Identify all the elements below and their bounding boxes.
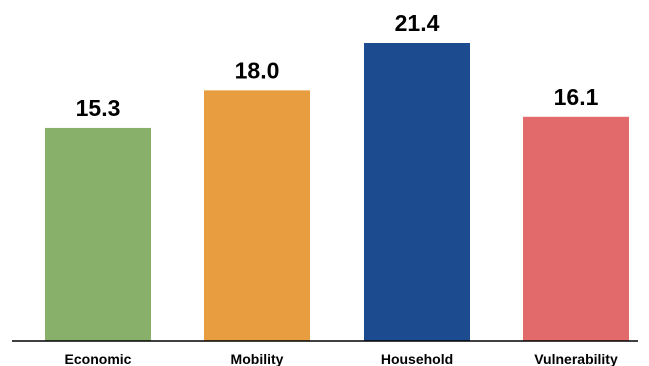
bar-household [364,43,470,341]
x-tick-labels-group: Economic Mobility Household Vulnerability [65,351,618,366]
value-label-economic: 15.3 [76,95,121,121]
bar-vulnerability [523,116,629,341]
bars-group [45,43,629,341]
x-tick-label-household: Household [381,351,453,366]
bar-economic [45,127,151,341]
bar-mobility [204,90,310,341]
x-tick-label-mobility: Mobility [231,351,284,366]
value-label-vulnerability: 16.1 [554,84,599,110]
x-tick-label-economic: Economic [65,351,132,366]
value-label-household: 21.4 [395,10,440,36]
x-tick-label-vulnerability: Vulnerability [534,351,618,366]
value-labels-group: 15.3 18.0 21.4 16.1 [76,10,599,121]
value-label-mobility: 18.0 [235,57,280,83]
